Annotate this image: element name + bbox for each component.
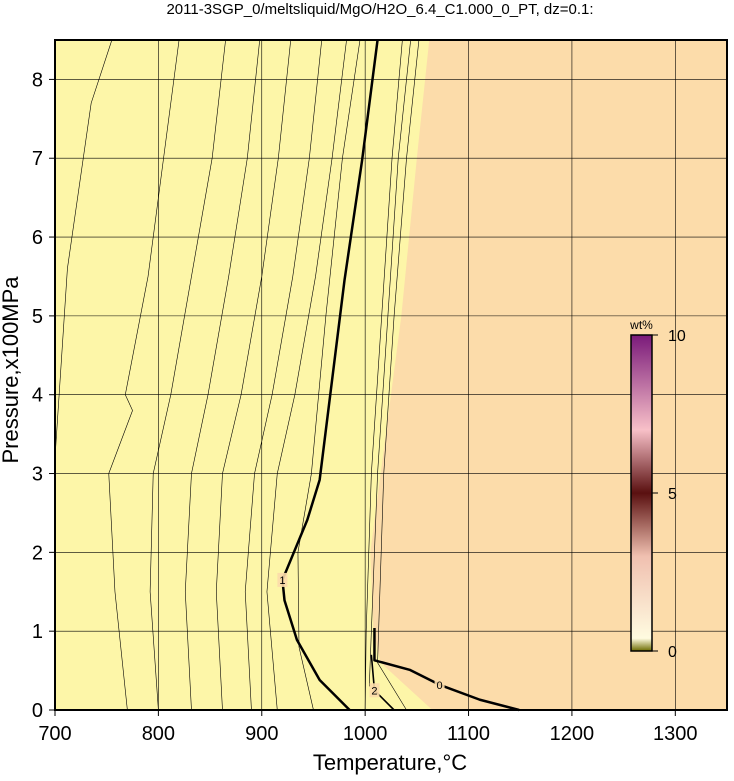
chart-title: 2011-3SGP_0/meltsliquid/MgO/H2O_6.4_C1.0… (166, 1, 593, 18)
contour-line (54, 39, 113, 458)
y-tick-label: 6 (32, 227, 43, 249)
x-tick-label: 1000 (343, 723, 388, 745)
x-tick-label: 1200 (550, 723, 595, 745)
y-tick-label: 7 (32, 148, 43, 170)
x-tick-label: 700 (38, 723, 71, 745)
y-tick-label: 8 (32, 69, 43, 91)
contour-line (281, 39, 379, 711)
y-tick-label: 3 (32, 464, 43, 486)
x-tick-label: 900 (245, 723, 278, 745)
colorbar-tick-label: 10 (668, 328, 686, 345)
contour-label-bg (277, 572, 288, 587)
contour-line (108, 39, 180, 711)
x-axis-label: Temperature,°C (313, 750, 467, 775)
x-tick-label: 1300 (653, 723, 698, 745)
contour-label: 2 (371, 685, 377, 697)
colorbar (630, 334, 653, 652)
contour-label: 0 (437, 680, 443, 692)
x-tick-label: 800 (142, 723, 175, 745)
y-tick-label: 4 (32, 385, 43, 407)
y-tick-label: 5 (32, 306, 43, 328)
x-tick-label: 1100 (447, 723, 490, 745)
y-tick-label: 2 (32, 542, 43, 564)
contour-line (373, 628, 520, 712)
y-tick-label: 0 (32, 700, 43, 722)
plot-frame (54, 39, 728, 711)
y-axis-label: Pressure,x100MPa (0, 276, 23, 464)
region (55, 40, 433, 710)
contour-label-bg (369, 683, 380, 698)
contour-label: 1 (279, 575, 285, 587)
colorbar-tick-label: 5 (668, 486, 677, 503)
colorbar-label: wt% (629, 318, 653, 332)
y-tick-label: 1 (32, 621, 43, 643)
contour-label-bg (434, 677, 445, 692)
colorbar-tick-label: 0 (668, 644, 677, 661)
